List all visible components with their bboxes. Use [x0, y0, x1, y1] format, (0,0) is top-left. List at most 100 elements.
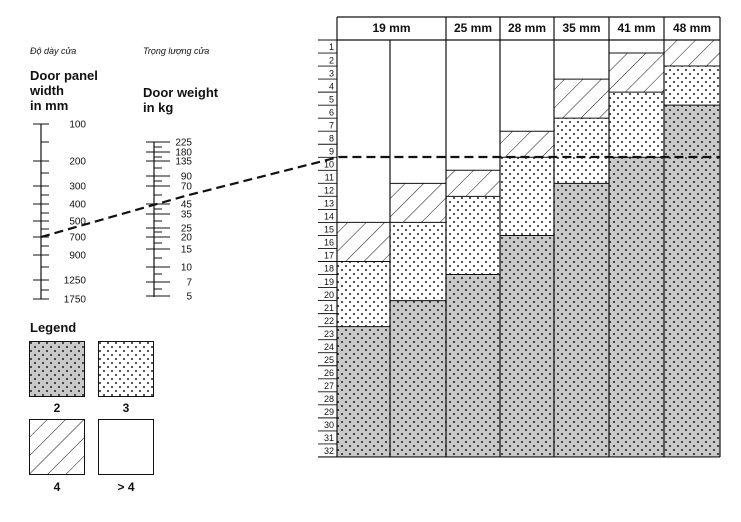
width-scale: 100 200 300 400 500 700 900 1250 1750 — [33, 120, 86, 306]
row-number: 29 — [324, 407, 334, 417]
weight-scale-label: 20 — [181, 233, 193, 244]
zone-grey — [446, 274, 500, 457]
row-number: 5 — [329, 94, 334, 104]
legend-label-3: 3 — [122, 401, 130, 415]
row-number: 30 — [324, 420, 334, 430]
legend-label-4: 4 — [53, 480, 61, 494]
weight-title: Door weight in kg — [143, 85, 218, 115]
row-number: 24 — [324, 342, 334, 352]
legend-swatch-empty — [98, 419, 154, 475]
zone-grey — [337, 326, 390, 457]
row-number: 8 — [329, 133, 334, 143]
row-number: 4 — [329, 81, 334, 91]
width-title: Door panel width in mm — [30, 68, 98, 113]
width-scale-label: 700 — [69, 233, 86, 244]
column-header: 35 mm — [562, 21, 600, 35]
zone-grey — [390, 300, 446, 457]
row-number: 20 — [324, 290, 334, 300]
zone-dots — [500, 157, 554, 236]
width-title-line: in mm — [30, 98, 69, 113]
legend-label-2: 2 — [53, 401, 61, 415]
weight-scale-label: 45 — [181, 200, 193, 211]
legend-swatch-dots-fill — [98, 341, 154, 397]
weight-scale-label: 10 — [181, 263, 193, 274]
row-number: 19 — [324, 277, 334, 287]
column-header: 19 mm — [372, 21, 410, 35]
zone-grey — [500, 235, 554, 457]
row-number: 12 — [324, 186, 334, 196]
width-scale-label: 1250 — [64, 276, 87, 287]
weight-scale-label: 7 — [186, 278, 192, 289]
width-scale-label: 500 — [69, 217, 86, 228]
column-header: 48 mm — [673, 21, 711, 35]
zone-hatch — [664, 40, 720, 67]
legend-swatch-empty-fill — [98, 419, 154, 475]
row-number: 32 — [324, 446, 334, 456]
row-number: 26 — [324, 368, 334, 378]
row-number: 11 — [325, 173, 334, 183]
zone-dots — [609, 92, 664, 158]
row-number: 3 — [329, 68, 334, 78]
weight-scale-label: 70 — [181, 182, 193, 193]
column-header: 28 mm — [508, 21, 546, 35]
zone-hatch — [446, 170, 500, 197]
row-number: 21 — [324, 303, 334, 313]
weight-scale-label: 5 — [186, 292, 192, 303]
legend-label-more-than-4: > 4 — [117, 480, 135, 494]
width-scale-label: 200 — [69, 157, 86, 168]
row-number: 23 — [324, 329, 334, 339]
width-title-line: Door panel — [30, 68, 98, 83]
row-number: 6 — [329, 107, 334, 117]
zone-hatch — [609, 53, 664, 93]
legend-swatch-hatch-fill — [29, 419, 85, 475]
weight-label-vn: Trọng lượng cửa — [143, 46, 210, 56]
row-number: 1 — [329, 42, 334, 52]
row-number: 28 — [324, 394, 334, 404]
row-number: 9 — [329, 146, 334, 156]
weight-scale-label: 225 — [175, 138, 192, 149]
column-header: 41 mm — [617, 21, 655, 35]
zone-dots — [554, 118, 609, 184]
row-number: 17 — [324, 251, 334, 261]
row-number: 31 — [324, 433, 334, 443]
legend-swatch-grey — [29, 341, 85, 397]
weight-scale-label: 180 — [175, 148, 192, 159]
weight-scale-label: 90 — [181, 172, 193, 183]
zone-grey — [609, 157, 664, 457]
row-number: 27 — [324, 381, 334, 391]
zone-hatch — [500, 131, 554, 158]
width-scale-label: 300 — [69, 182, 86, 193]
width-scale-label: 100 — [69, 120, 86, 131]
weight-scale-label: 35 — [181, 210, 193, 221]
zone-dots — [337, 261, 390, 327]
width-scale-label: 900 — [69, 251, 86, 262]
zone-hatch — [390, 183, 446, 223]
weight-scale-label: 15 — [181, 245, 193, 256]
row-number: 15 — [324, 225, 334, 235]
column-header: 25 mm — [454, 21, 492, 35]
row-number: 25 — [324, 355, 334, 365]
zone-dots — [446, 196, 500, 275]
zone-grey — [554, 183, 609, 457]
width-label-vn: Độ dày cửa — [30, 46, 77, 56]
weight-scale-label: 135 — [175, 157, 192, 168]
zone-grey — [664, 105, 720, 457]
zone-dots — [390, 222, 446, 301]
zone-dots — [664, 66, 720, 106]
width-scale-label: 400 — [69, 200, 86, 211]
thickness-table: 1234567891011121314151617181920212223242… — [318, 16, 721, 458]
row-number: 14 — [324, 212, 334, 222]
zone-hatch — [554, 79, 609, 119]
row-number: 10 — [324, 160, 334, 170]
row-number: 2 — [329, 55, 334, 65]
width-scale-label: 1750 — [64, 295, 87, 306]
row-number: 22 — [324, 316, 334, 326]
row-number: 7 — [329, 120, 334, 130]
row-number: 18 — [324, 264, 334, 274]
row-number: 13 — [324, 199, 334, 209]
zone-hatch — [337, 222, 390, 262]
legend-swatch-grey-fill — [29, 341, 85, 397]
weight-title-line: in kg — [143, 100, 174, 115]
